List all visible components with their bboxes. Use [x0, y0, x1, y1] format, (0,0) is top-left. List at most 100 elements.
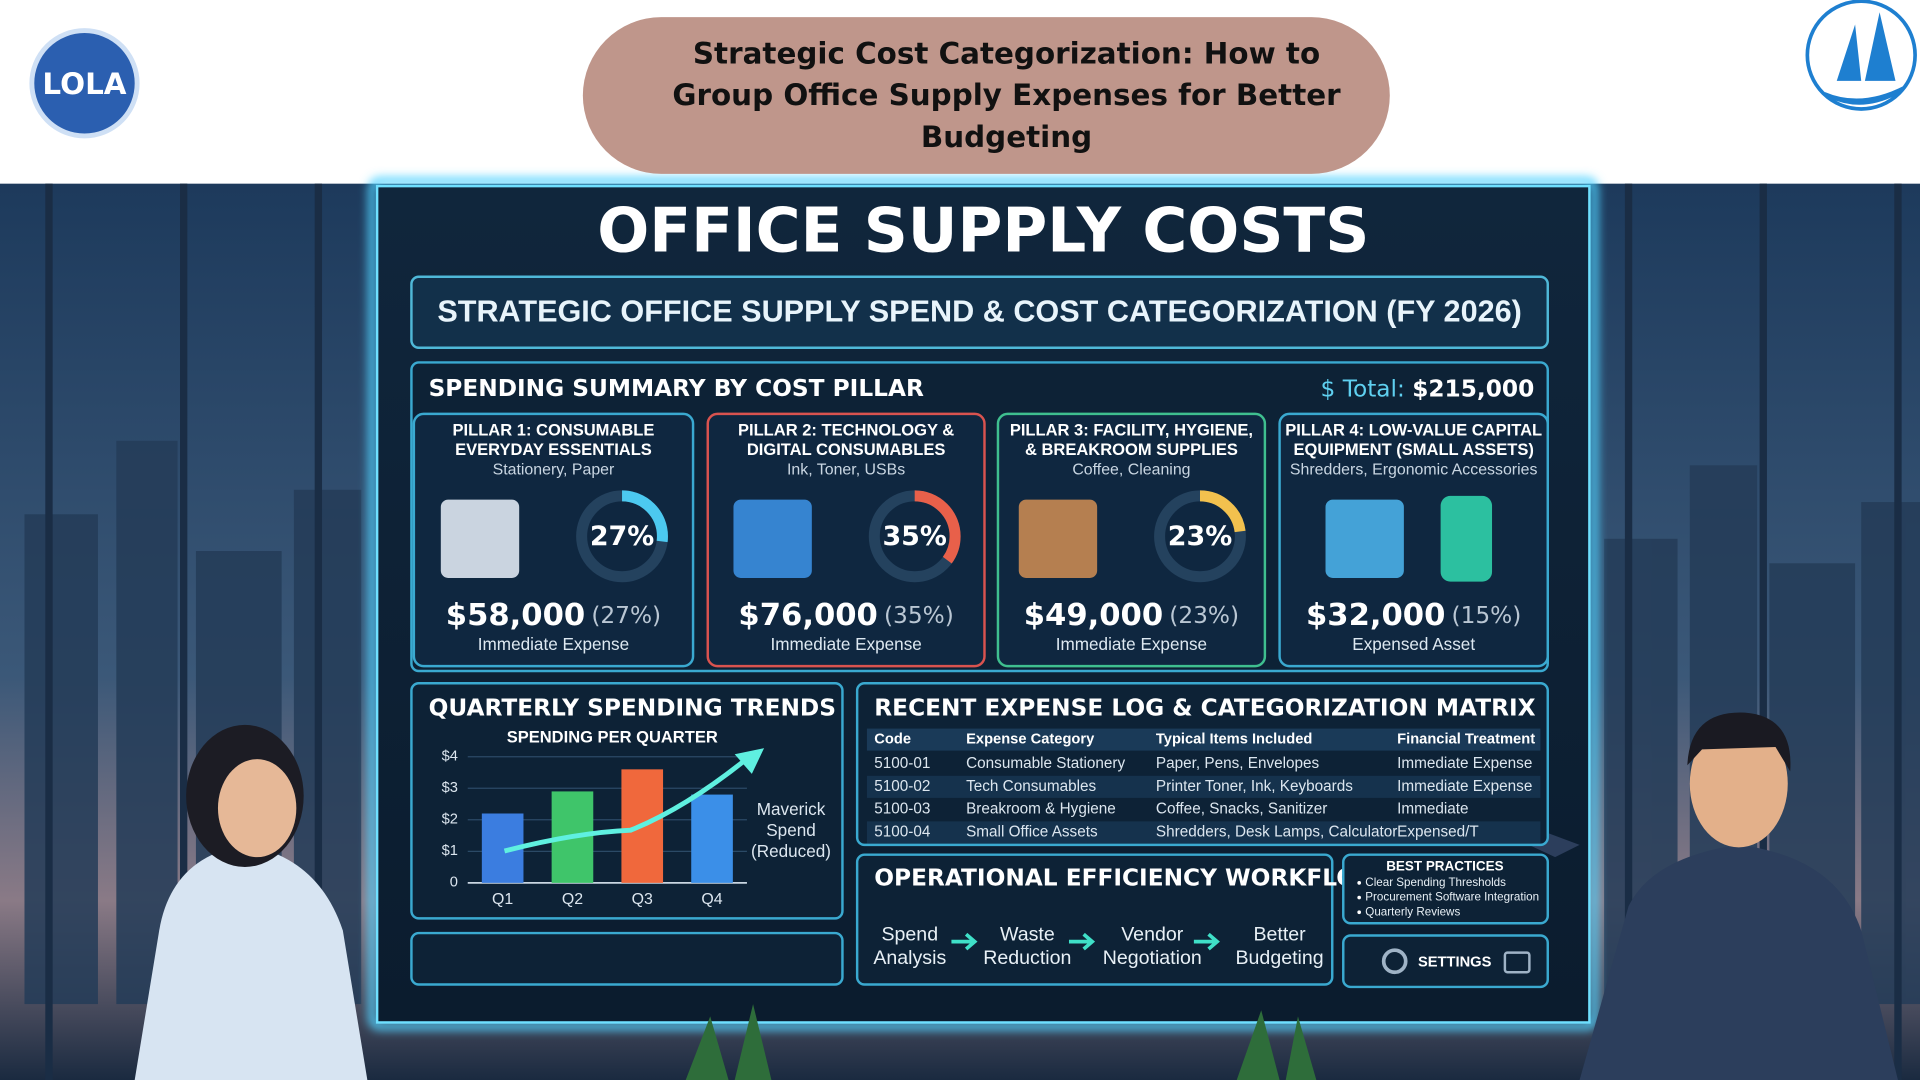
total-value: $215,000: [1412, 375, 1534, 402]
table-box: [855, 682, 1549, 847]
pillar-name: PILLAR 2: TECHNOLOGY &: [738, 420, 954, 439]
bullet: [1357, 910, 1362, 915]
woman-illustration: [134, 724, 368, 1080]
pillar-amount: $58,000 (27%): [446, 597, 661, 632]
pillar-card: [1278, 412, 1549, 668]
y-tick-label: $1: [442, 843, 458, 859]
donut-label: 23%: [1168, 521, 1232, 552]
workflow-title: OPERATIONAL EFFICIENCY WORKFLOW: [874, 865, 1381, 892]
workflow-step: Negotiation: [1103, 947, 1202, 969]
logo-right: [1805, 0, 1917, 111]
pillar-name: DIGITAL CONSUMABLES: [747, 440, 946, 459]
table-header: Expense Category: [966, 731, 1095, 747]
workflow-step: Spend: [881, 924, 938, 946]
settings-label: SETTINGS: [1418, 954, 1492, 970]
amount-value: $32,000: [1306, 597, 1445, 632]
pillar-card: [996, 412, 1267, 668]
pillar-treatment: Immediate Expense: [478, 634, 629, 654]
table-cell: Consumable Stationery: [966, 755, 1125, 772]
amount-value: $76,000: [738, 597, 877, 632]
table-row-band: [866, 821, 1541, 844]
logo-text: LOLA: [42, 67, 126, 101]
pillar-icon: [1440, 495, 1493, 582]
x-tick-label: Q3: [632, 891, 653, 908]
table-cell: 5100-01: [874, 755, 930, 772]
amount-value: $58,000: [446, 597, 585, 632]
table-header-band: [866, 728, 1541, 751]
pillar-card: [706, 412, 986, 668]
page-title: Budgeting: [921, 120, 1092, 154]
best-practice-item: Procurement Software Integration: [1365, 891, 1539, 904]
table-cell: Coffee, Snacks, Sanitizer: [1156, 801, 1327, 818]
workflow-step: Budgeting: [1235, 947, 1323, 969]
x-tick-label: Q1: [492, 891, 513, 908]
empty-box: [410, 931, 844, 986]
y-tick-label: $2: [442, 812, 458, 828]
pillar-name: EQUIPMENT (SMALL ASSETS): [1293, 440, 1533, 459]
table-header: Financial Treatment: [1397, 731, 1535, 747]
donut-arc: [1154, 490, 1246, 583]
table-cell: 5100-03: [874, 801, 930, 818]
amount-share: (15%): [1452, 601, 1522, 628]
chart-annotation: (Reduced): [751, 841, 831, 861]
workflow-box: [855, 853, 1334, 986]
chart-annotation: Maverick: [757, 799, 826, 819]
screen-glow: [368, 177, 1598, 1030]
table-cell: 5100-02: [874, 778, 930, 795]
content: Strategic Cost Categorization: How to Gro…: [42, 37, 1549, 989]
chart-heading: QUARTERLY SPENDING TRENDS: [429, 694, 836, 721]
chart-annotation: Spend: [766, 820, 816, 840]
table-title: RECENT EXPENSE LOG & CATEGORIZATION MATR…: [874, 694, 1535, 721]
pillar-treatment: Expensed Asset: [1352, 634, 1475, 654]
pillar-examples: Coffee, Cleaning: [1072, 461, 1190, 478]
y-tick-label: $4: [442, 749, 458, 765]
pillar-name: PILLAR 4: LOW-VALUE CAPITAL: [1285, 420, 1542, 439]
pillar-card: [412, 412, 695, 668]
plants: [685, 1004, 1317, 1080]
table-cell: Breakroom & Hygiene: [966, 801, 1116, 818]
bullet: [1357, 895, 1362, 900]
pillar-name: EVERYDAY ESSENTIALS: [455, 440, 652, 459]
x-tick-label: Q4: [701, 891, 722, 908]
pillar-name: & BREAKROOM SUPPLIES: [1025, 440, 1238, 459]
total-label: $ Total:: [1321, 375, 1405, 402]
pillar-examples: Ink, Toner, USBs: [787, 461, 905, 478]
y-tick-label: $3: [442, 780, 458, 796]
workflow-arrow: [1193, 932, 1220, 951]
pillar-examples: Shredders, Ergonomic Accessories: [1290, 461, 1538, 478]
logo-left: [29, 28, 140, 139]
workflow-step: Better: [1253, 924, 1306, 946]
pillar-name: PILLAR 1: CONSUMABLE: [453, 420, 655, 439]
pillar-icon: [1325, 499, 1404, 578]
table-cell: 5100-04: [874, 823, 931, 840]
best-practices-title: BEST PRACTICES: [1386, 859, 1503, 874]
table-cell: Immediate Expense: [1397, 755, 1532, 772]
settings-box: [1342, 934, 1549, 989]
best-practice-item: Clear Spending Thresholds: [1365, 876, 1506, 889]
pillar-treatment: Immediate Expense: [770, 634, 921, 654]
amount-value: $49,000: [1024, 597, 1163, 632]
table-cell: Tech Consumables: [966, 778, 1096, 795]
y-tick-label: 0: [450, 875, 458, 891]
amount-share: (23%): [1169, 601, 1239, 628]
table-cell: Paper, Pens, Envelopes: [1156, 755, 1320, 772]
pillar-name: PILLAR 3: FACILITY, HYGIENE,: [1010, 420, 1253, 439]
summary-title: SPENDING SUMMARY BY COST PILLAR: [429, 375, 924, 402]
trend-arrowhead: [734, 748, 765, 774]
donut-arc: [868, 490, 961, 583]
best-practices-box: [1342, 853, 1549, 925]
pillar-amount: $32,000 (15%): [1306, 597, 1521, 632]
pillar-icon: [440, 499, 520, 578]
summary-total: $ Total: $215,000: [1321, 375, 1535, 402]
screen-subtitle: STRATEGIC OFFICE SUPPLY SPEND & COST CAT…: [437, 295, 1522, 329]
workflow-step: Vendor: [1121, 924, 1184, 946]
settings-icon: [1381, 948, 1408, 975]
table-header: Typical Items Included: [1156, 731, 1312, 747]
page-title: Strategic Cost Categorization: How to: [693, 37, 1320, 71]
trend-arrow: [503, 754, 751, 854]
bullet: [1357, 881, 1362, 885]
table-cell: Shredders, Desk Lamps, Calculator: [1156, 823, 1397, 840]
amount-share: (35%): [884, 601, 954, 628]
